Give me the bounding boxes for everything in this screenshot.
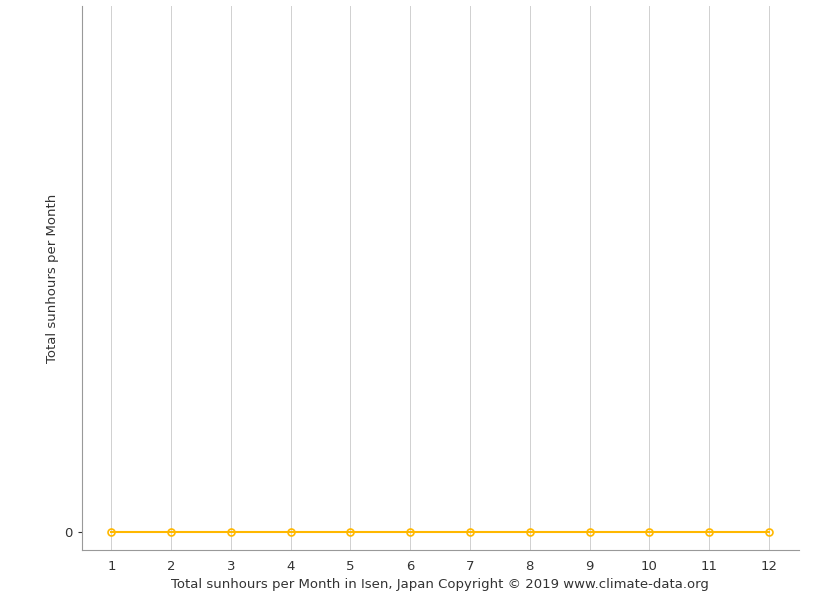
Y-axis label: Total sunhours per Month: Total sunhours per Month — [46, 193, 59, 363]
X-axis label: Total sunhours per Month in Isen, Japan Copyright © 2019 www.climate-data.org: Total sunhours per Month in Isen, Japan … — [171, 578, 709, 591]
